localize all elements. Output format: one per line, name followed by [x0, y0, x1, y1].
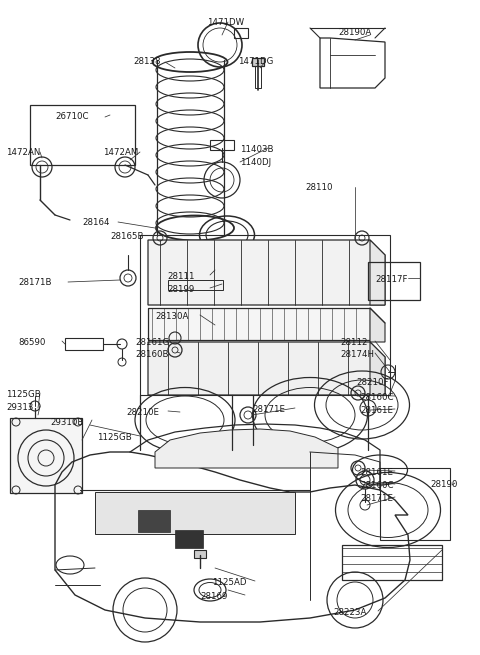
Text: 28210E: 28210E — [126, 408, 159, 417]
Text: 28223A: 28223A — [333, 608, 366, 617]
Text: 28161G: 28161G — [135, 338, 169, 347]
Text: 1472AM: 1472AM — [103, 148, 138, 157]
Text: 28117F: 28117F — [375, 275, 408, 284]
Text: 28160C: 28160C — [360, 481, 394, 490]
Text: 28110: 28110 — [305, 183, 333, 192]
Text: 86590: 86590 — [18, 338, 46, 347]
Text: 28174H: 28174H — [340, 350, 374, 359]
Text: 26710C: 26710C — [55, 112, 88, 121]
Text: 28199: 28199 — [167, 285, 194, 294]
Text: 28171B: 28171B — [18, 278, 51, 287]
Text: 11403B: 11403B — [240, 145, 274, 154]
Polygon shape — [370, 308, 385, 342]
Polygon shape — [370, 342, 385, 395]
Text: 28171E: 28171E — [252, 405, 285, 414]
Bar — [138, 510, 170, 532]
Bar — [194, 550, 206, 558]
Text: 1125GB: 1125GB — [97, 433, 132, 442]
Bar — [30, 105, 135, 165]
Text: 28190A: 28190A — [338, 28, 371, 37]
Text: 28138: 28138 — [133, 57, 160, 66]
Bar — [95, 492, 295, 534]
Text: 28161E: 28161E — [360, 468, 393, 477]
Text: 1125AD: 1125AD — [212, 578, 247, 587]
Bar — [168, 280, 223, 290]
Text: 28169: 28169 — [200, 592, 228, 601]
Text: 28160C: 28160C — [360, 393, 394, 402]
Text: 28112: 28112 — [340, 338, 368, 347]
Bar — [342, 545, 442, 580]
Bar — [252, 58, 264, 66]
Bar — [10, 418, 82, 493]
Text: 1140DJ: 1140DJ — [240, 158, 271, 167]
Polygon shape — [148, 240, 385, 305]
Bar — [380, 468, 450, 540]
Text: 28171E: 28171E — [360, 494, 393, 503]
Bar — [65, 338, 103, 350]
Text: 28130A: 28130A — [155, 312, 188, 321]
Text: 28190: 28190 — [430, 480, 457, 489]
Text: 1471DG: 1471DG — [238, 57, 274, 66]
Bar — [148, 308, 370, 340]
Text: 29310B: 29310B — [50, 418, 84, 427]
Text: 1471DW: 1471DW — [207, 18, 244, 27]
Bar — [234, 28, 248, 38]
Text: 29313: 29313 — [6, 403, 34, 412]
Polygon shape — [370, 240, 385, 305]
Polygon shape — [148, 342, 385, 395]
Bar — [255, 66, 261, 88]
Bar — [210, 140, 234, 150]
Text: 28164: 28164 — [82, 218, 109, 227]
Polygon shape — [155, 429, 338, 468]
Text: 28210F: 28210F — [356, 378, 388, 387]
Text: 1125GB: 1125GB — [6, 390, 41, 399]
Bar — [140, 235, 390, 395]
Text: 28111: 28111 — [167, 272, 194, 281]
Text: 28160B: 28160B — [135, 350, 168, 359]
Bar — [368, 262, 420, 300]
Bar — [175, 530, 203, 548]
Text: 28161E: 28161E — [360, 406, 393, 415]
Text: 28165B: 28165B — [110, 232, 144, 241]
Text: 1472AN: 1472AN — [6, 148, 40, 157]
